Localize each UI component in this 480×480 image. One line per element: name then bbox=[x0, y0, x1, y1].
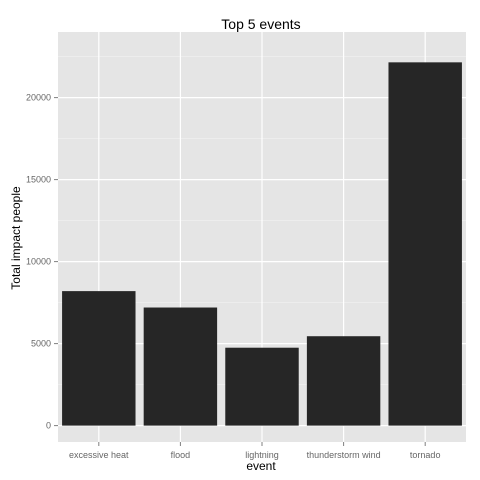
x-tick-label: lightning bbox=[245, 450, 279, 460]
x-tick-label: thunderstorm wind bbox=[307, 450, 381, 460]
x-axis-title: event bbox=[246, 459, 276, 473]
y-tick-label: 20000 bbox=[26, 93, 51, 103]
y-tick-label: 10000 bbox=[26, 257, 51, 267]
bar-lightning bbox=[225, 347, 299, 426]
x-tick-label: tornado bbox=[410, 450, 441, 460]
y-axis: 0 5000 10000 15000 20000 bbox=[26, 93, 58, 431]
x-axis: excessive heat flood lightning thunderstorm… bbox=[69, 442, 440, 460]
bars bbox=[62, 62, 462, 426]
y-tick-label: 5000 bbox=[31, 339, 51, 349]
y-tick-label: 15000 bbox=[26, 175, 51, 185]
y-tick-label: 0 bbox=[46, 421, 51, 431]
chart-title: Top 5 events bbox=[221, 16, 300, 32]
x-tick-label: excessive heat bbox=[69, 450, 129, 460]
x-tick-label: flood bbox=[171, 450, 191, 460]
y-axis-title: Total impact people bbox=[9, 186, 23, 290]
bar-tornado bbox=[388, 62, 462, 426]
bar-flood bbox=[143, 307, 218, 426]
bar-thunderstorm-wind bbox=[306, 336, 381, 426]
bar-excessive-heat bbox=[62, 291, 136, 426]
